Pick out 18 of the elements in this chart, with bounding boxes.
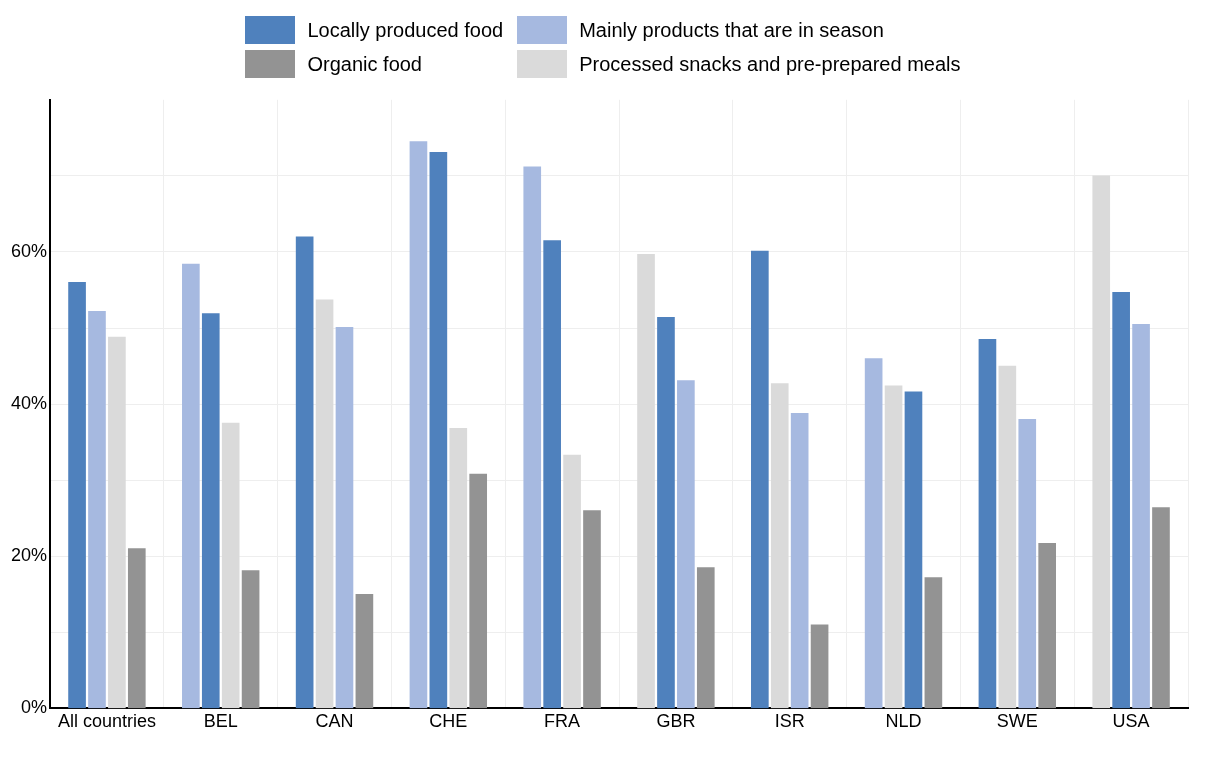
x-tick-label: USA [1112, 711, 1150, 732]
x-tick-label: ISR [774, 711, 805, 732]
x-tick-label: SWE [996, 711, 1038, 732]
legend-label: Locally produced food [307, 18, 504, 42]
legend-label: Processed snacks and pre-prepared meals [579, 52, 961, 76]
y-tick-label: 60% [11, 240, 48, 261]
y-tick-label: 0% [21, 697, 48, 718]
y-tick-label: 40% [11, 393, 48, 414]
x-tick-label: GBR [656, 711, 696, 732]
y-tick-label: 20% [11, 545, 48, 566]
x-tick-label: BEL [203, 711, 238, 732]
x-tick-label: FRA [544, 711, 581, 732]
legend-label: Mainly products that are in season [579, 18, 884, 42]
legend-label: Organic food [307, 52, 422, 76]
x-tick-label: All countries [57, 711, 156, 732]
x-tick-label: CAN [315, 711, 354, 732]
x-tick-label: NLD [885, 711, 922, 732]
x-tick-label: CHE [429, 711, 468, 732]
